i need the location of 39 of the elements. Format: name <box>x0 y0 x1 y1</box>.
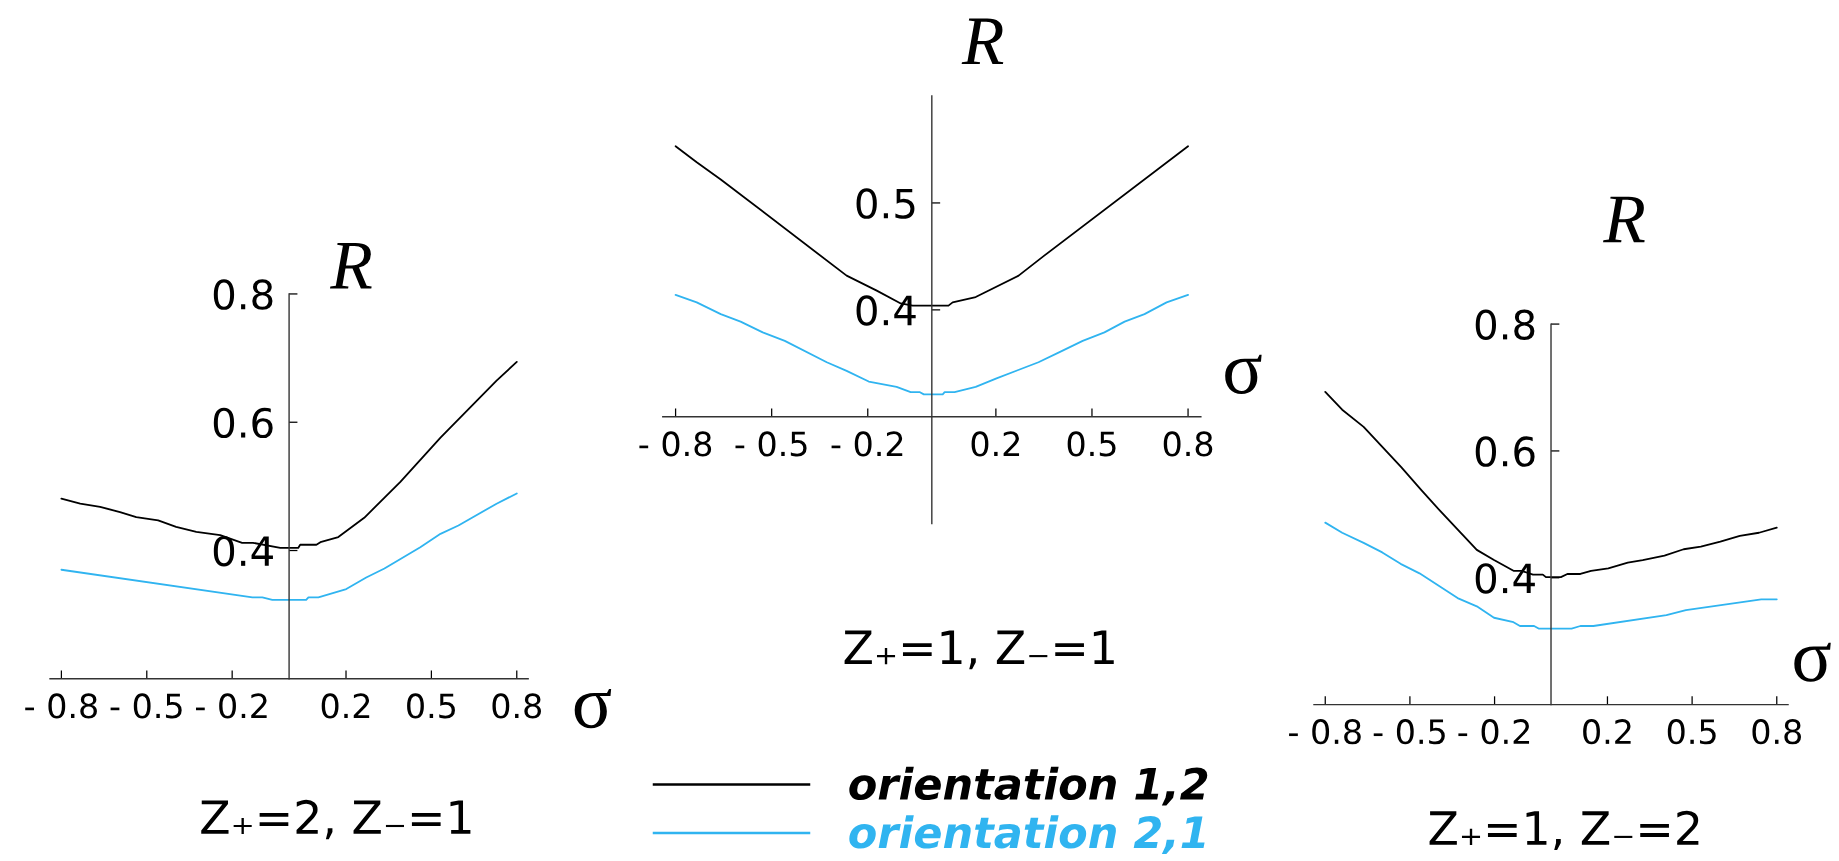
x-tick-label: 0.5 <box>1667 719 1716 745</box>
text: Z₊=1, Z₋=2 <box>1429 810 1699 851</box>
x-tick-label: 0.2 <box>1583 719 1631 745</box>
x-axis-title: σ <box>574 689 612 729</box>
y-tick-label: 0.8 <box>1475 309 1535 340</box>
x-tick-label: 0.8 <box>492 693 541 719</box>
x-axis-title: σ <box>1225 354 1262 394</box>
text: Z₊=1, Z₋=1 <box>844 630 1114 670</box>
x-axis-title: σ <box>1794 642 1831 682</box>
text: Z₊=2, Z₋=1 <box>201 799 471 840</box>
x-tick-label: - 0.8 <box>25 693 97 719</box>
x-tick-label: 0.5 <box>1067 431 1116 457</box>
y-tick-label: 0.4 <box>1475 563 1535 594</box>
x-tick-label: 0.2 <box>971 431 1020 457</box>
line-series <box>674 293 1189 396</box>
line-series <box>60 492 518 601</box>
x-tick-label: - 0.8 <box>1289 719 1361 745</box>
x-tick-label: 0.8 <box>1163 431 1213 457</box>
x-tick-label: - 0.8 <box>639 431 712 457</box>
x-tick-label: 0.8 <box>1752 719 1801 745</box>
y-axis-title: R <box>330 242 372 289</box>
x-tick-label: - 0.5 <box>110 693 182 719</box>
y-tick-label: 0.4 <box>856 295 916 326</box>
x-tick-label: - 0.5 <box>735 431 807 457</box>
x-tick-label: - 0.2 <box>195 693 267 719</box>
y-tick-label: 0.6 <box>1475 436 1535 467</box>
y-tick-label: 0.6 <box>213 407 273 439</box>
y-tick-label: 0.8 <box>213 279 273 310</box>
y-axis-title: R <box>1603 196 1645 243</box>
x-tick-label: - 0.5 <box>1373 719 1445 745</box>
legend-label: orientation 2,1 <box>849 815 1205 855</box>
legend-label: orientation 1,2 <box>849 766 1208 806</box>
x-tick-label: - 0.2 <box>831 431 903 457</box>
x-tick-label: - 0.2 <box>1458 719 1530 745</box>
y-tick-label: 0.4 <box>213 535 273 567</box>
y-axis-title: R <box>961 18 1004 65</box>
x-tick-label: 0.5 <box>407 693 455 719</box>
line-series <box>1324 521 1778 630</box>
x-tick-label: 0.2 <box>321 693 370 719</box>
